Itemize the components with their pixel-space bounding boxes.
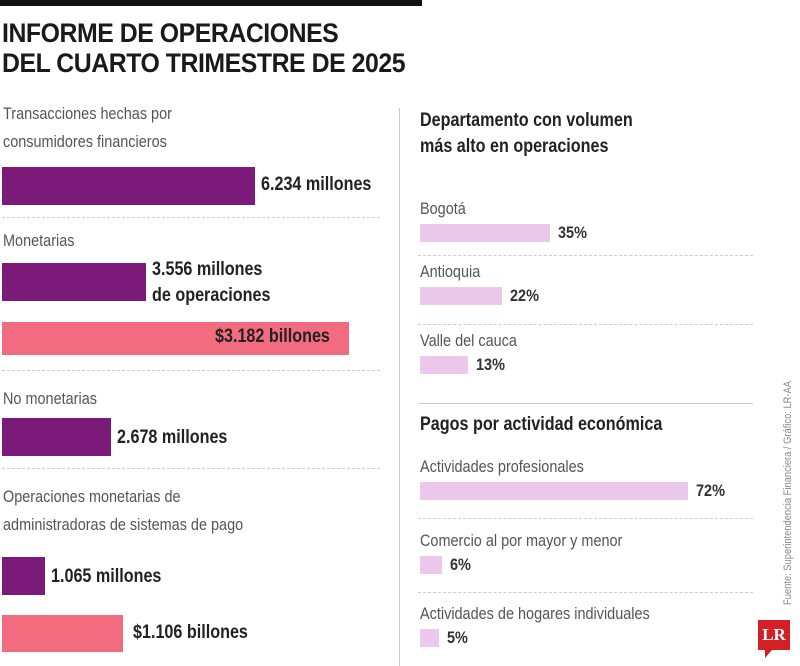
category-label: Actividades de hogares individuales bbox=[420, 604, 650, 623]
category-label: Actividades profesionales bbox=[420, 457, 584, 476]
group-label: No monetarias bbox=[3, 389, 97, 408]
divider bbox=[418, 255, 753, 256]
divider bbox=[418, 518, 753, 519]
bar-antioquia bbox=[420, 287, 502, 305]
bar-monetarias-millones bbox=[2, 263, 147, 301]
bar-transacciones bbox=[2, 167, 256, 205]
section-divider bbox=[418, 403, 753, 404]
source-note: Fuente: Superintendencia Financiera / Gr… bbox=[782, 380, 794, 605]
pagos-heading: Pagos por actividad económica bbox=[420, 414, 663, 435]
dept-heading: Departamento con volumen bbox=[420, 110, 633, 131]
value-label: $3.182 billones bbox=[214, 326, 330, 347]
bar-no-monetarias bbox=[2, 418, 111, 456]
bar-administradoras-millones bbox=[2, 557, 46, 595]
category-label: Valle del cauca bbox=[420, 331, 517, 350]
divider bbox=[2, 217, 380, 218]
group-label: administradoras de sistemas de pago bbox=[3, 515, 244, 534]
divider bbox=[418, 592, 753, 593]
bar-comercio-al-por-mayor-y-menor bbox=[420, 556, 443, 574]
category-label: Antioquia bbox=[420, 262, 481, 281]
group-label: Transacciones hechas por bbox=[3, 104, 172, 123]
title-line-1: INFORME DE OPERACIONES bbox=[2, 18, 339, 48]
value-label: 35% bbox=[558, 223, 588, 242]
category-label: Comercio al por mayor y menor bbox=[420, 531, 623, 550]
divider bbox=[2, 370, 380, 371]
value-label: $1.106 billones bbox=[132, 622, 248, 643]
value-label: 72% bbox=[695, 481, 725, 500]
category-label: Bogotá bbox=[420, 199, 466, 218]
value-label: 1.065 millones bbox=[51, 566, 162, 587]
divider bbox=[418, 324, 753, 325]
value-label: 6.234 millones bbox=[261, 174, 372, 195]
value-label: 13% bbox=[476, 355, 506, 374]
title-line-2: DEL CUARTO TRIMESTRE DE 2025 bbox=[2, 48, 406, 78]
group-label: consumidores financieros bbox=[3, 132, 167, 151]
bar-actividades-profesionales bbox=[420, 482, 688, 500]
bar-bogot- bbox=[420, 224, 551, 242]
lr-logo: LR bbox=[758, 620, 790, 658]
group-label: Monetarias bbox=[3, 231, 75, 250]
value-label: 5% bbox=[446, 628, 468, 647]
bar-administradoras-billones bbox=[2, 615, 123, 652]
bar-monetarias-billones bbox=[2, 322, 349, 355]
column-divider bbox=[399, 108, 400, 666]
group-label: Operaciones monetarias de bbox=[3, 487, 181, 506]
dept-heading: más alto en operaciones bbox=[420, 136, 609, 157]
value-label: 22% bbox=[509, 286, 539, 305]
value-label: de operaciones bbox=[152, 285, 271, 306]
divider bbox=[2, 468, 380, 469]
bar-actividades-de-hogares-individuales bbox=[420, 629, 439, 647]
bar-valle-del-cauca bbox=[420, 356, 469, 374]
value-label: 3.556 millones bbox=[152, 259, 263, 280]
value-label: 2.678 millones bbox=[116, 427, 228, 448]
value-label: 6% bbox=[450, 555, 472, 574]
top-rule bbox=[0, 0, 422, 6]
